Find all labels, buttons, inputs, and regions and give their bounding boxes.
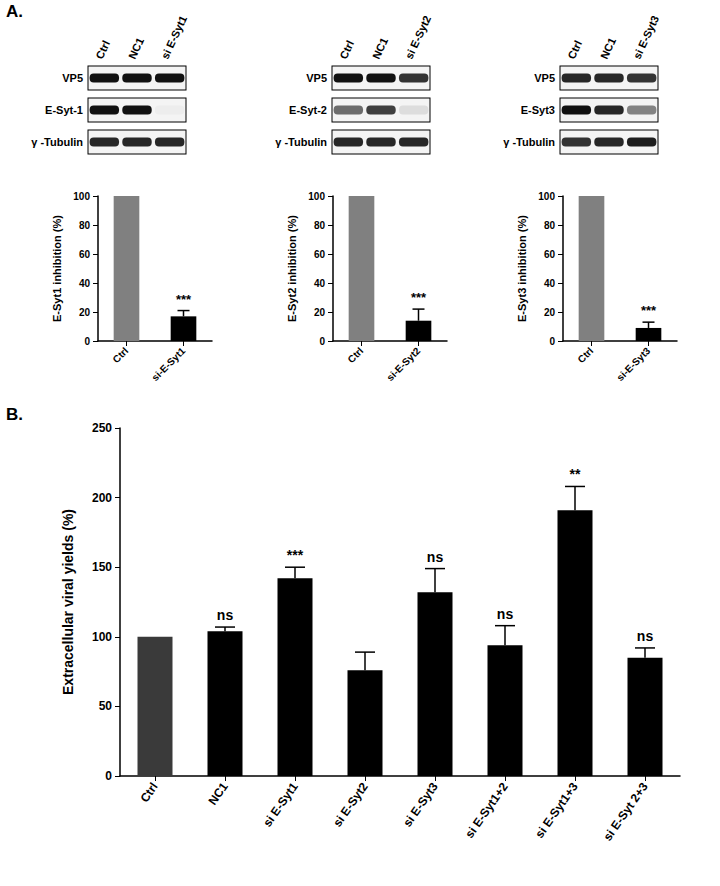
svg-text:**: **: [570, 466, 581, 482]
svg-text:20: 20: [544, 307, 556, 318]
svg-text:40: 40: [544, 278, 556, 289]
svg-text:ns: ns: [427, 549, 444, 565]
svg-text:40: 40: [314, 278, 326, 289]
svg-text:200: 200: [92, 491, 112, 505]
svg-text:NC1: NC1: [205, 780, 230, 808]
svg-text:***: ***: [176, 292, 192, 307]
svg-text:γ -Tubulin: γ -Tubulin: [31, 136, 83, 148]
svg-text:VP5: VP5: [306, 72, 327, 84]
svg-text:E-Syt3 inhibition (%): E-Syt3 inhibition (%): [516, 215, 528, 322]
svg-text:si E-Syt3: si E-Syt3: [400, 780, 441, 830]
svg-text:250: 250: [92, 421, 112, 435]
svg-text:ns: ns: [217, 607, 234, 623]
svg-text:E-Syt-2: E-Syt-2: [289, 104, 327, 116]
html-text:B.: B.: [6, 405, 23, 424]
svg-text:si E-Syt2: si E-Syt2: [330, 780, 371, 830]
svg-text:60: 60: [544, 249, 556, 260]
svg-text:VP5: VP5: [62, 72, 83, 84]
svg-text:20: 20: [79, 307, 91, 318]
svg-text:NC1: NC1: [126, 36, 146, 61]
svg-text:si-E-Syt2: si-E-Syt2: [384, 345, 422, 383]
svg-text:si E-Syt1: si E-Syt1: [260, 780, 301, 830]
svg-text:Ctrl: Ctrl: [345, 345, 365, 365]
svg-text:si E-Syt2: si E-Syt2: [403, 14, 434, 61]
svg-text:100: 100: [92, 630, 112, 644]
svg-text:60: 60: [79, 249, 91, 260]
svg-text:NC1: NC1: [598, 36, 618, 61]
svg-text:Ctrl: Ctrl: [137, 780, 160, 805]
svg-text:100: 100: [308, 191, 325, 202]
svg-text:γ -Tubulin: γ -Tubulin: [275, 136, 327, 148]
svg-text:80: 80: [314, 220, 326, 231]
svg-text:80: 80: [544, 220, 556, 231]
svg-text:Ctrl: Ctrl: [110, 345, 130, 365]
svg-text:50: 50: [99, 699, 113, 713]
svg-text:60: 60: [314, 249, 326, 260]
svg-text:40: 40: [79, 278, 91, 289]
svg-text:20: 20: [314, 307, 326, 318]
svg-text:E-Syt3: E-Syt3: [521, 104, 555, 116]
svg-text:0: 0: [105, 769, 112, 783]
svg-text:si E-Syt3: si E-Syt3: [631, 14, 662, 61]
svg-text:0: 0: [319, 336, 325, 347]
svg-text:Ctrl: Ctrl: [575, 345, 595, 365]
svg-text:***: ***: [287, 547, 304, 563]
svg-text:0: 0: [84, 336, 90, 347]
svg-text:VP5: VP5: [534, 72, 555, 84]
svg-text:si E-Syt1: si E-Syt1: [159, 14, 190, 61]
svg-text:***: ***: [411, 290, 427, 305]
svg-text:100: 100: [73, 191, 90, 202]
svg-text:Ctrl: Ctrl: [337, 39, 356, 61]
svg-text:si E-Syt 2+3: si E-Syt 2+3: [600, 780, 651, 844]
svg-text:ns: ns: [497, 606, 514, 622]
svg-text:Extracellular viral yields (%): Extracellular viral yields (%): [60, 509, 76, 695]
svg-text:0: 0: [549, 336, 555, 347]
svg-text:E-Syt-1: E-Syt-1: [45, 104, 83, 116]
svg-text:si E-Syt1+3: si E-Syt1+3: [532, 780, 581, 841]
svg-text:si-E-Syt3: si-E-Syt3: [614, 345, 652, 383]
svg-text:si E-Syt1+2: si E-Syt1+2: [462, 780, 511, 841]
svg-text:150: 150: [92, 560, 112, 574]
svg-text:NC1: NC1: [370, 36, 390, 61]
svg-text:E-Syt1 inhibition (%): E-Syt1 inhibition (%): [51, 215, 63, 322]
svg-text:Ctrl: Ctrl: [565, 39, 584, 61]
svg-text:Ctrl: Ctrl: [93, 39, 112, 61]
svg-text:ns: ns: [637, 628, 654, 644]
svg-text:80: 80: [79, 220, 91, 231]
svg-text:***: ***: [641, 303, 657, 318]
svg-text:E-Syt2 inhibition (%): E-Syt2 inhibition (%): [286, 215, 298, 322]
svg-text:100: 100: [538, 191, 555, 202]
svg-text:si-E-Syt1: si-E-Syt1: [149, 345, 187, 383]
html-text:A.: A.: [6, 2, 23, 21]
svg-text:γ -Tubulin: γ -Tubulin: [503, 136, 555, 148]
